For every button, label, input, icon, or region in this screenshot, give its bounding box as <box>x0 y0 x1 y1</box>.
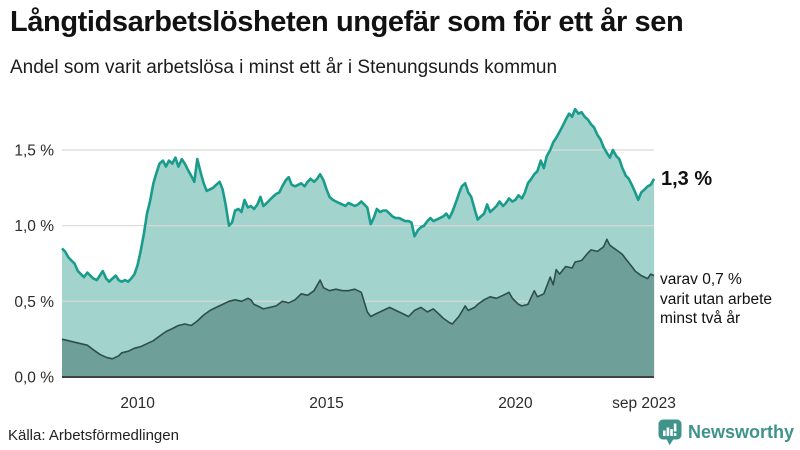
secondary-series-annotation: varav 0,7 % varit utan arbete minst två … <box>660 270 772 329</box>
secondary-series-line <box>61 238 655 360</box>
logo-bar-1 <box>662 430 666 436</box>
total-series-line <box>61 107 656 283</box>
logo-bubble-tail <box>666 439 674 446</box>
newsworthy-brand: Newsworthy <box>658 419 794 446</box>
y-tick-label: 0,5 % <box>14 294 54 311</box>
y-tick-label: 0,0 % <box>14 370 54 387</box>
x-tick-label: 2015 <box>309 395 343 412</box>
chart-subtitle: Andel som varit arbetslösa i minst ett å… <box>10 57 558 78</box>
annotation-line-2: varit utan arbete <box>660 290 773 308</box>
brand-name: Newsworthy <box>687 422 794 442</box>
source-note: Källa: Arbetsförmedlingen <box>8 427 179 444</box>
newsworthy-logo-icon <box>658 419 682 446</box>
annotation-line-1: varav 0,7 % <box>660 271 742 288</box>
y-tick-label: 1,5 % <box>14 143 54 160</box>
annotation-line-3: minst två år <box>660 310 741 328</box>
logo-bar-3 <box>670 429 673 436</box>
logo-exclamation-dot <box>673 433 677 436</box>
logo-exclamation-bar <box>673 423 677 432</box>
latest-total-value-label: 1,3 % <box>661 168 713 190</box>
x-tick-label: sep 2023 <box>612 395 676 412</box>
x-tick-label: 2020 <box>498 395 533 412</box>
secondary-series-area <box>62 239 655 377</box>
x-tick-label: 2010 <box>120 395 155 412</box>
y-tick-label: 1,0 % <box>14 218 54 235</box>
logo-bubble <box>658 419 682 440</box>
logo-bar-2 <box>666 427 670 436</box>
page-title: Långtidsarbetslösheten ungefär som för e… <box>10 6 684 38</box>
